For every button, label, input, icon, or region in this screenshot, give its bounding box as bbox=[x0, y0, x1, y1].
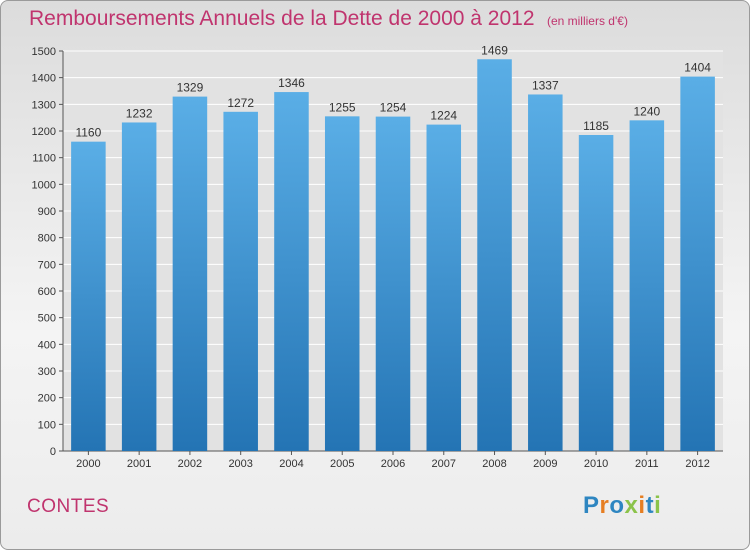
bar bbox=[426, 124, 462, 451]
data-label: 1254 bbox=[380, 101, 407, 115]
y-tick-label: 1100 bbox=[32, 153, 56, 165]
logo-letter: t bbox=[645, 492, 655, 519]
data-label: 1255 bbox=[329, 100, 356, 114]
bar bbox=[121, 122, 157, 451]
logo-letter: x bbox=[624, 492, 639, 519]
data-label: 1329 bbox=[177, 81, 204, 95]
y-tick-label: 600 bbox=[38, 286, 56, 298]
x-tick-label: 2009 bbox=[533, 458, 557, 470]
bar bbox=[680, 76, 715, 451]
logo-letter: i bbox=[638, 492, 646, 519]
bar bbox=[629, 120, 665, 451]
bar bbox=[477, 59, 512, 452]
logo-letter: P bbox=[583, 492, 600, 519]
bar bbox=[274, 92, 309, 452]
logo-letter: r bbox=[599, 492, 610, 519]
x-tick-label: 2005 bbox=[330, 458, 354, 470]
x-tick-label: 2001 bbox=[127, 458, 151, 470]
x-tick-label: 2004 bbox=[279, 458, 303, 470]
data-label: 1185 bbox=[583, 119, 609, 133]
y-tick-label: 300 bbox=[38, 366, 56, 378]
y-tick-label: 100 bbox=[38, 419, 56, 431]
logo-letter: i bbox=[654, 492, 662, 519]
x-tick-label: 2012 bbox=[685, 458, 709, 470]
logo-letter: o bbox=[609, 492, 625, 519]
y-tick-label: 1200 bbox=[32, 126, 56, 138]
proxiti-logo: Proxiti bbox=[583, 492, 661, 520]
y-tick-label: 400 bbox=[38, 339, 56, 351]
y-tick-label: 1300 bbox=[32, 99, 56, 111]
data-label: 1240 bbox=[633, 104, 660, 118]
y-tick-label: 500 bbox=[38, 313, 56, 325]
x-tick-label: 2010 bbox=[584, 458, 608, 470]
y-tick-label: 900 bbox=[38, 206, 56, 218]
bar bbox=[528, 94, 563, 451]
data-label: 1469 bbox=[481, 43, 508, 57]
bar bbox=[71, 141, 106, 451]
bar bbox=[324, 116, 360, 451]
x-tick-label: 2002 bbox=[178, 458, 202, 470]
bar bbox=[578, 135, 614, 451]
data-label: 1160 bbox=[75, 126, 101, 140]
y-tick-label: 800 bbox=[38, 233, 56, 245]
data-label: 1346 bbox=[278, 76, 305, 90]
title-block: Remboursements Annuels de la Dette de 20… bbox=[29, 7, 628, 31]
data-label: 1337 bbox=[532, 78, 559, 92]
y-tick-label: 1400 bbox=[32, 73, 56, 85]
y-tick-label: 1500 bbox=[32, 46, 56, 58]
data-label: 1232 bbox=[126, 106, 153, 120]
x-tick-label: 2006 bbox=[381, 458, 405, 470]
x-tick-label: 2011 bbox=[635, 458, 659, 470]
city-name: CONTES bbox=[27, 496, 110, 517]
data-label: 1224 bbox=[430, 109, 457, 123]
y-tick-label: 1000 bbox=[32, 179, 56, 191]
y-tick-label: 200 bbox=[38, 393, 56, 405]
chart-unit: (en milliers d'€) bbox=[546, 14, 628, 28]
bar bbox=[172, 96, 208, 451]
x-tick-label: 2008 bbox=[482, 458, 506, 470]
bar bbox=[223, 111, 258, 452]
y-tick-label: 0 bbox=[50, 446, 56, 458]
x-tick-label: 2007 bbox=[432, 458, 456, 470]
chart-title: Remboursements Annuels de la Dette de 20… bbox=[29, 7, 535, 30]
x-tick-label: 2000 bbox=[76, 458, 100, 470]
x-tick-label: 2003 bbox=[228, 458, 252, 470]
data-label: 1404 bbox=[684, 61, 711, 75]
bar bbox=[375, 116, 411, 451]
data-label: 1272 bbox=[227, 96, 254, 110]
y-tick-label: 700 bbox=[38, 259, 56, 271]
